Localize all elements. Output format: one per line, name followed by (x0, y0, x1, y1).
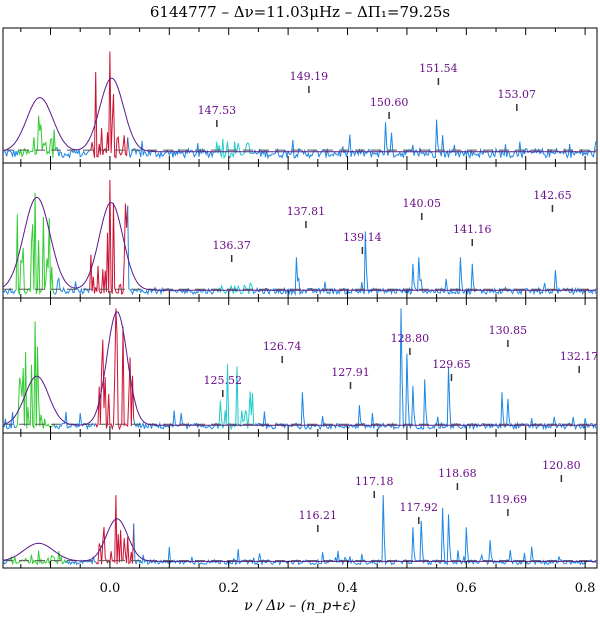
mode-frequency-label: 150.60 (370, 96, 409, 109)
mode-frequency-label: 140.05 (403, 197, 442, 210)
spectrum-segment-l1 (133, 410, 219, 430)
spectrum-segment-l1 (255, 308, 597, 431)
spectrum-segment-l1 (252, 231, 597, 296)
mode-frequency-label: 130.85 (489, 324, 528, 337)
panel-2: 136.37 137.81 139.14 140.05 141.16 142.65 (2, 162, 598, 299)
spectrum-segment-l1 (2, 411, 17, 430)
mode-frequency-label: 126.74 (263, 340, 302, 353)
x-axis-ticks: 0.0 0.2 0.4 0.6 0.8 (100, 581, 596, 596)
spectrum-segment-l3 (214, 281, 253, 295)
panel-1: 147.53 149.19 150.60 151.54 153.07 (2, 27, 598, 164)
x-tick-label: 0.2 (218, 581, 239, 596)
x-axis-label: ν / Δν – (n_p+ε) (244, 598, 356, 614)
spectrum-segment-l1 (54, 276, 91, 295)
mode-frequency-label: 117.92 (400, 501, 439, 514)
mode-frequency-label: 151.54 (419, 62, 458, 75)
mode-frequency-label: 125.52 (204, 374, 243, 387)
spectrum-segment-l2 (8, 550, 67, 566)
gaussian-fit-curve (2, 311, 596, 426)
spectrum-segment-l0 (89, 179, 129, 296)
mode-frequency-label: 120.80 (542, 459, 581, 472)
gaussian-fit-curve (2, 196, 596, 291)
gaussian-fit-curve (2, 518, 596, 562)
mode-frequency-label: 117.18 (355, 475, 394, 488)
mode-frequency-label: 142.65 (533, 189, 572, 202)
mode-frequency-label: 139.14 (343, 231, 382, 244)
mode-frequency-label: 137.81 (287, 205, 326, 218)
spectrum-segment-l1 (127, 205, 215, 296)
mode-frequency-label: 147.53 (198, 104, 237, 117)
mode-frequency-label: 129.65 (432, 358, 471, 371)
mode-frequency-label: 153.07 (498, 88, 537, 101)
mode-frequency-label: 119.69 (489, 493, 528, 506)
mode-frequency-label: 149.19 (290, 70, 329, 83)
mode-frequency-label: 127.91 (331, 366, 370, 379)
spectrum-segment-l1 (65, 556, 96, 566)
gaussian-fit-curve (2, 77, 596, 153)
spectrum-segment-l0 (95, 308, 135, 431)
chart-title: 6144777 – Δν=11.03μHz – ΔΠ₁=79.25s (150, 3, 450, 21)
mode-frequency-label: 118.68 (438, 467, 477, 480)
spectrum-segment-l2 (15, 192, 55, 296)
panel-frame (2, 297, 598, 434)
spectrum-segment-l3 (217, 364, 257, 431)
spectrum-segment-l2 (17, 115, 57, 158)
spectrum-segment-l0 (95, 495, 135, 565)
mode-frequency-label: 116.21 (299, 509, 338, 522)
spectrum-segment-l0 (89, 51, 129, 159)
panel-frame (2, 432, 598, 569)
spectrum-segment-l2 (15, 321, 55, 430)
mode-frequency-label: 132.17 (560, 350, 599, 363)
mode-frequency-label: 128.80 (391, 332, 430, 345)
panel-4: 116.21 117.18 117.92 118.68 119.69 120.80 (2, 432, 598, 569)
panels-group: 147.53 149.19 150.60 151.54 153.07 136.37 137.… (2, 27, 599, 569)
spectrum-segment-l1 (53, 411, 97, 431)
x-tick-label: 0.4 (337, 581, 358, 596)
spectrum-segment-l1 (2, 149, 19, 158)
spectrum-segment-l1 (56, 146, 91, 158)
x-tick-label: 0.6 (456, 581, 477, 596)
mode-frequency-label: 136.37 (212, 239, 251, 252)
spectrum-segment-l3 (214, 138, 253, 160)
x-tick-label: 0.8 (575, 581, 596, 596)
mode-frequency-label: 141.16 (453, 223, 492, 236)
x-tick-label: 0.0 (100, 581, 121, 596)
